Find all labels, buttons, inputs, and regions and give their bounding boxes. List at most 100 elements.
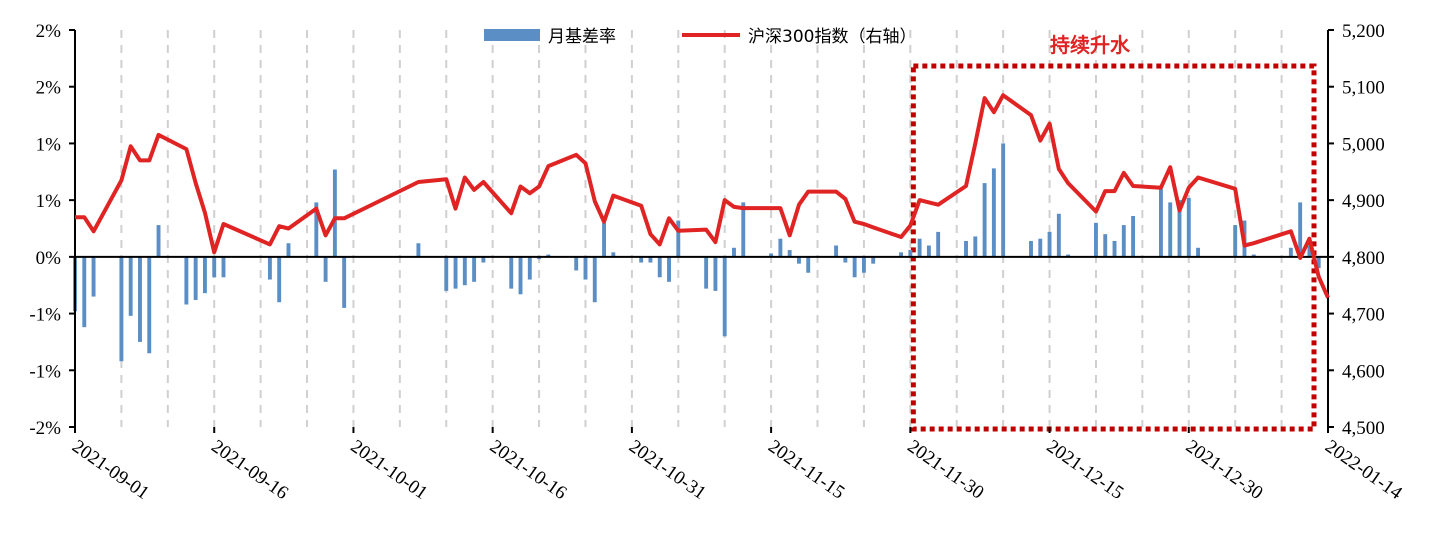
basis-bar [518, 256, 523, 295]
annotation-label: 持续升水 [1050, 33, 1131, 57]
basis-bar [732, 247, 736, 257]
basis-bar [286, 243, 291, 257]
basis-bar [462, 256, 467, 286]
basis-bar [899, 252, 904, 257]
right-tick-label: 5,200 [1342, 21, 1385, 42]
basis-bar [546, 254, 551, 257]
basis-bar [908, 250, 913, 257]
x-tick-label: 2021-10-16 [486, 436, 571, 504]
basis-bar [1316, 256, 1321, 269]
left-tick-label: 2% [36, 78, 62, 99]
basis-bar [147, 256, 152, 354]
basis-bar [1186, 197, 1191, 257]
basis-bar [602, 222, 606, 257]
legend-bar-swatch [484, 29, 540, 41]
basis-bar [138, 256, 142, 342]
basis-bar [769, 253, 774, 257]
basis-bar [1168, 202, 1173, 257]
basis-bar [1298, 202, 1303, 257]
basis-bar [797, 256, 801, 264]
basis-bar [1094, 222, 1098, 257]
right-tick-label: 4,800 [1342, 248, 1385, 269]
basis-bar [119, 256, 124, 362]
basis-bar [583, 256, 588, 280]
basis-bar [917, 238, 922, 257]
basis-bar [537, 256, 542, 260]
basis-bar [926, 245, 931, 257]
basis-bar [991, 168, 996, 257]
left-tick-label: -1% [29, 305, 61, 326]
basis-bar [527, 256, 532, 280]
basis-bar [667, 256, 671, 282]
left-tick-label: 2% [36, 21, 62, 42]
basis-bar [611, 252, 616, 257]
basis-bar [332, 169, 337, 257]
right-tick-label: 4,500 [1342, 418, 1385, 439]
basis-rate-bars [73, 143, 1321, 362]
basis-bar [444, 256, 449, 291]
right-axis-ticks: 4,500 4,600 4,700 4,800 4,900 5,000 5,100 5,200 [1328, 21, 1385, 439]
x-tick-label: 2021-11-15 [764, 436, 848, 504]
right-tick-label: 4,900 [1342, 191, 1385, 212]
basis-bar [342, 256, 347, 308]
basis-bar [1158, 188, 1163, 257]
left-tick-label: 1% [36, 134, 62, 155]
basis-bar [861, 256, 866, 273]
basis-bar [806, 256, 811, 273]
basis-bar [1288, 247, 1293, 257]
basis-bar [871, 256, 876, 264]
basis-bar [722, 256, 727, 337]
basis-bar [704, 256, 709, 289]
basis-bar [184, 256, 189, 305]
basis-bar [1038, 238, 1043, 257]
basis-bar [657, 256, 662, 278]
basis-bar [91, 256, 96, 297]
basis-bar [1121, 225, 1126, 257]
basis-bar [592, 256, 597, 303]
basis-bar [1066, 254, 1071, 257]
legend: 月基差率 沪深300指数（右轴） [484, 27, 916, 47]
basis-bar [267, 256, 272, 280]
x-tick-label: 2021-10-01 [347, 436, 432, 504]
highlight-box [910, 63, 1317, 432]
basis-bar [936, 231, 941, 257]
legend-line-label: 沪深300指数（右轴） [748, 27, 916, 47]
basis-bar [1047, 231, 1052, 257]
basis-bar [834, 245, 839, 257]
right-tick-label: 5,100 [1342, 78, 1385, 99]
x-tick-label: 2021-11-30 [903, 436, 987, 504]
basis-bar [1131, 216, 1136, 257]
basis-bar [212, 256, 217, 278]
highlight-region [910, 63, 1317, 432]
legend-bar-label: 月基差率 [548, 27, 616, 47]
basis-bar [323, 256, 328, 282]
basis-bar [156, 225, 161, 257]
basis-bar [1001, 143, 1006, 257]
basis-bar [1112, 240, 1117, 257]
x-tick-label: 2021-12-30 [1182, 436, 1267, 504]
basis-bar [416, 243, 421, 257]
x-axis-ticks: 2021-09-01 2021-09-16 2021-10-01 2021-10-16… [68, 427, 1406, 504]
basis-bar [713, 256, 718, 291]
basis-bar [472, 256, 477, 282]
x-tick-label: 2021-09-16 [207, 436, 292, 504]
x-tick-label: 2022-01-14 [1321, 436, 1406, 504]
basis-bar [128, 256, 133, 316]
index-line [75, 93, 1330, 299]
basis-bar [221, 256, 226, 278]
basis-bar [453, 256, 458, 289]
left-tick-label: -1% [29, 361, 61, 382]
basis-bar [778, 238, 783, 257]
basis-bar [1251, 254, 1256, 257]
index-series-line [75, 93, 1330, 299]
x-tick-label: 2021-10-31 [625, 436, 710, 504]
x-tick-label: 2021-09-01 [68, 436, 153, 504]
basis-bar [648, 256, 653, 263]
axes [74, 30, 1329, 427]
left-tick-label: 1% [36, 191, 62, 212]
basis-bar [1196, 247, 1201, 257]
basis-bar [82, 256, 87, 328]
right-tick-label: 4,700 [1342, 305, 1385, 326]
basis-bar [787, 250, 792, 257]
